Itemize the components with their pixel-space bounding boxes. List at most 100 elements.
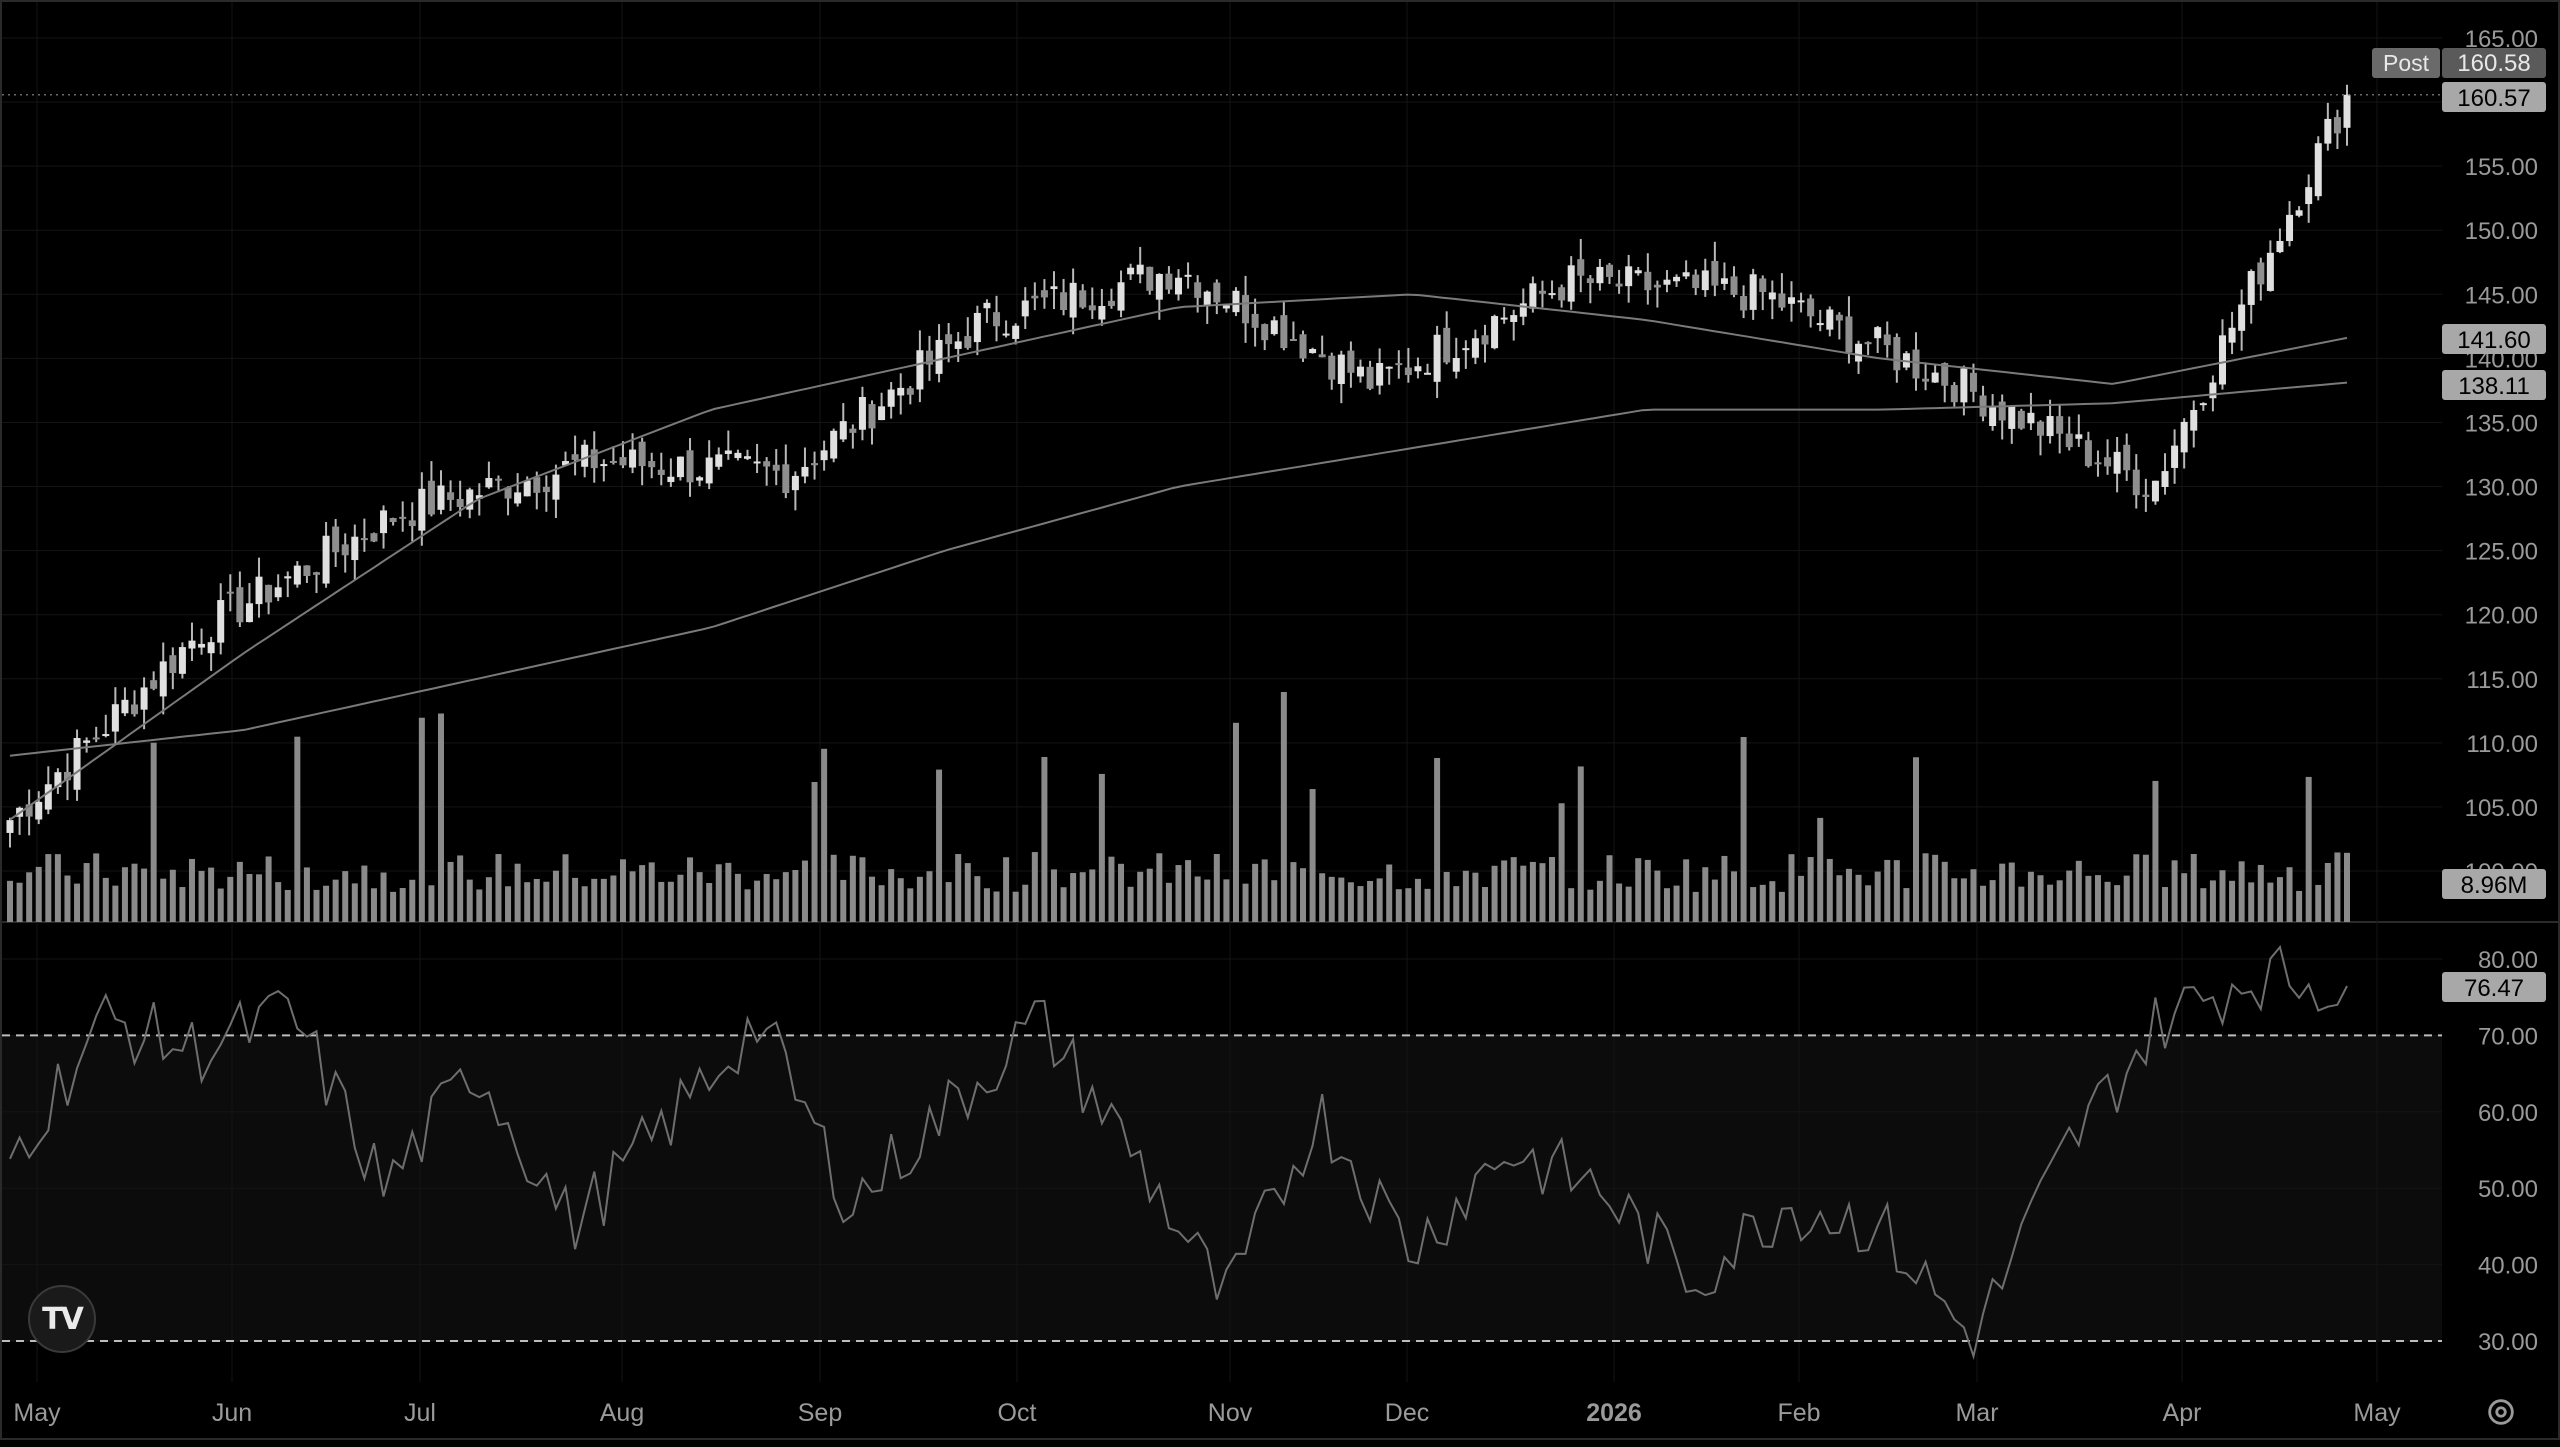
volume-bar xyxy=(974,876,981,922)
time-axis-label: May xyxy=(13,1399,61,1427)
volume-bar xyxy=(2305,776,2312,922)
candle-body xyxy=(485,478,493,488)
volume-bar xyxy=(1750,887,1757,922)
volume-bar xyxy=(1328,876,1335,922)
candle-body xyxy=(1385,366,1393,369)
settings-gear-icon[interactable] xyxy=(2484,1395,2518,1429)
volume-bar xyxy=(1280,692,1287,922)
volume-bar xyxy=(64,875,71,922)
volume-bar xyxy=(179,887,186,922)
candle-body xyxy=(1069,282,1077,318)
ma-slow-badge xyxy=(2442,370,2546,400)
volume-bar xyxy=(2286,867,2293,922)
candle-body xyxy=(322,535,330,584)
volume-bar xyxy=(1453,886,1460,922)
volume-bar xyxy=(1165,882,1172,922)
candle-body xyxy=(293,565,301,585)
volume-bar xyxy=(1903,888,1910,922)
candle-body xyxy=(1835,314,1843,321)
volume-bar xyxy=(907,888,914,922)
post-price-text: 160.58 xyxy=(2457,50,2530,77)
volume-bar xyxy=(1300,868,1307,922)
time-axis-label: Dec xyxy=(1385,1399,1429,1427)
candle-body xyxy=(1433,334,1441,382)
candle-body xyxy=(858,397,866,430)
candle-body xyxy=(2257,262,2265,285)
volume-bar xyxy=(1817,817,1824,922)
candle-body xyxy=(1261,324,1269,341)
candle-body xyxy=(1471,338,1479,358)
volume-bar xyxy=(370,888,377,922)
candle-body xyxy=(1098,305,1106,320)
candle-body xyxy=(2171,445,2179,468)
candle-body xyxy=(2104,457,2112,467)
volume-bar xyxy=(2276,877,2283,922)
time-axis-label: Feb xyxy=(1777,1399,1820,1427)
candle-body xyxy=(906,388,914,395)
candle-body xyxy=(2324,118,2332,144)
volume-bar xyxy=(1558,803,1565,922)
volume-bar xyxy=(1127,886,1134,922)
volume-bar xyxy=(811,782,818,922)
volume-bar xyxy=(418,717,425,922)
volume-bar xyxy=(1414,878,1421,922)
volume-bar xyxy=(399,888,406,922)
candle-body xyxy=(1625,266,1633,287)
volume-bar xyxy=(1156,853,1163,922)
volume-bar xyxy=(888,869,895,922)
price-axis-label: 110.00 xyxy=(2466,731,2538,758)
candle-body xyxy=(1912,349,1920,379)
volume-bar xyxy=(16,882,23,922)
candle-body xyxy=(1692,274,1700,289)
candle-body xyxy=(2161,471,2169,487)
volume-bar xyxy=(198,870,205,922)
candle-body xyxy=(2305,187,2313,205)
candle-body xyxy=(1404,367,1412,376)
candle-body xyxy=(380,510,388,534)
volume-bar xyxy=(1204,879,1211,922)
volume-bar xyxy=(1213,854,1220,922)
candle-body xyxy=(830,430,838,459)
candle-body xyxy=(150,680,158,689)
volume-bar xyxy=(1731,871,1738,922)
volume-bar xyxy=(2162,887,2169,922)
candle-body xyxy=(1165,273,1173,290)
candle-body xyxy=(1328,355,1336,380)
candle-body xyxy=(274,587,282,598)
candle-body xyxy=(1567,265,1575,302)
volume-bar xyxy=(1137,871,1144,922)
candle-body xyxy=(1510,315,1518,322)
volume-bar xyxy=(1980,885,1987,922)
candle-body xyxy=(1874,327,1882,339)
volume-bar xyxy=(2142,854,2149,922)
candle-body xyxy=(360,538,368,541)
volume-bar xyxy=(840,879,847,922)
volume-bar xyxy=(562,854,569,922)
volume-bar xyxy=(2209,880,2216,922)
volume-bar xyxy=(1587,889,1594,922)
volume-bar xyxy=(572,877,579,922)
volume-bar xyxy=(1702,867,1709,922)
candle-body xyxy=(63,771,71,781)
tradingview-logo-icon[interactable]: TV xyxy=(28,1285,96,1353)
volume-bar xyxy=(2219,870,2226,922)
rsi-axis-label: 70.00 xyxy=(2478,1023,2538,1050)
candle-body xyxy=(1079,290,1087,308)
candle-body xyxy=(303,565,311,576)
volume-bar xyxy=(303,867,310,922)
candle-body xyxy=(456,498,464,508)
volume-bar xyxy=(1443,871,1450,922)
candle-body xyxy=(1443,327,1451,363)
volume-bar xyxy=(821,748,828,922)
volume-bar xyxy=(131,863,138,922)
candle-body xyxy=(2056,416,2064,434)
volume-bar xyxy=(1874,871,1881,922)
volume-bar xyxy=(2094,875,2101,922)
candle-body xyxy=(973,312,981,343)
volume-bar xyxy=(313,889,320,922)
rsi-axis-label: 40.00 xyxy=(2478,1253,2538,1280)
volume-bar xyxy=(993,891,1000,922)
volume-bar xyxy=(2114,885,2121,922)
